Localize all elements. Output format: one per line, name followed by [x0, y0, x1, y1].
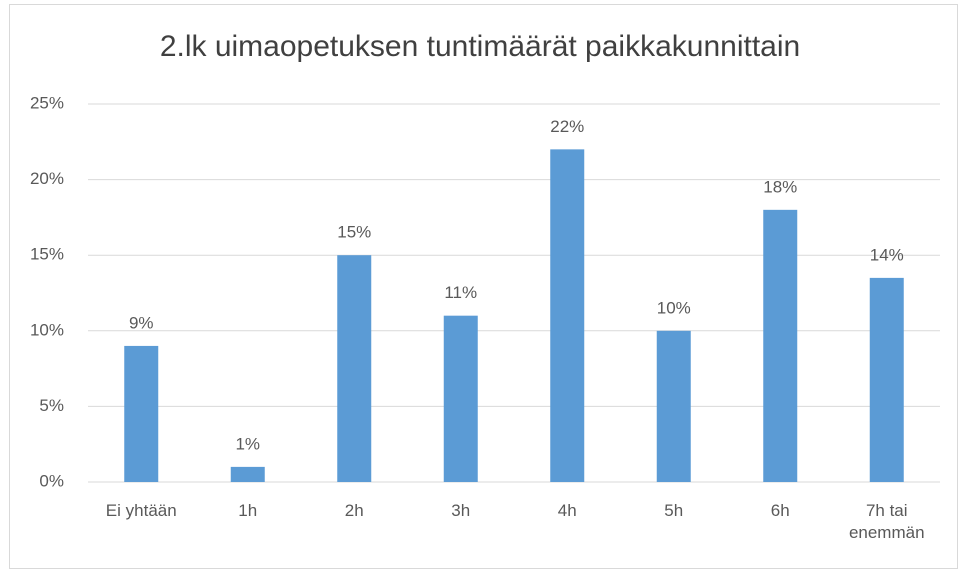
data-label: 15%	[337, 223, 371, 242]
x-tick-label: 3h	[451, 501, 471, 520]
y-tick-label: 10%	[30, 320, 64, 339]
x-tick-label: 6h	[770, 501, 790, 520]
x-tick-label: 5h	[664, 501, 684, 520]
bar	[443, 315, 478, 482]
y-tick-label: 25%	[30, 93, 64, 112]
data-label: 10%	[657, 298, 691, 317]
data-label: 9%	[129, 313, 154, 332]
y-tick-label: 20%	[30, 169, 64, 188]
x-tick-label: 7h tai enemmän	[848, 501, 925, 542]
chart-border	[9, 4, 958, 569]
data-label: 14%	[870, 245, 904, 264]
data-label: 11%	[444, 283, 477, 302]
x-tick-label: 2h	[344, 501, 364, 520]
data-label: 22%	[550, 117, 584, 136]
y-tick-label: 5%	[39, 396, 64, 415]
bar	[763, 209, 798, 482]
bar	[869, 277, 904, 482]
x-tick-label: 4h	[557, 501, 577, 520]
chart-title: 2.lk uimaopetuksen tuntimäärät paikkakun…	[160, 30, 800, 63]
x-tick-label: 1h	[238, 501, 258, 520]
x-tick-label: Ei yhtään	[105, 501, 177, 520]
bar	[337, 255, 372, 482]
y-tick-label: 15%	[30, 245, 64, 264]
bar	[230, 466, 265, 482]
data-label: 18%	[763, 177, 797, 196]
bar	[656, 330, 691, 482]
y-tick-label: 0%	[39, 471, 64, 490]
bar	[550, 149, 585, 483]
data-label: 1%	[235, 434, 260, 453]
bar	[124, 345, 159, 482]
